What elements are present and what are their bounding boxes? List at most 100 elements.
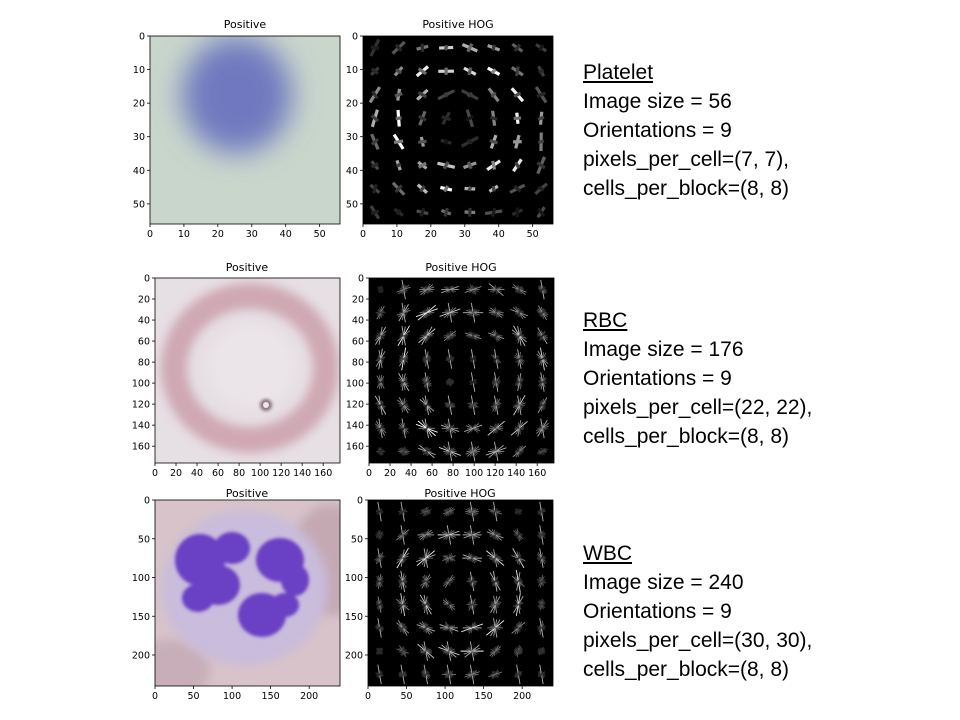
rbc-hog-x-tick-100: 100 (465, 468, 483, 479)
platelet-hog-x-tick-0: 0 (360, 229, 366, 240)
platelet-left-y-tick-10: 10 (133, 65, 145, 76)
wbc-positive-title: Positive (226, 487, 269, 500)
rbc-image-size: Image size = 176 (583, 338, 744, 361)
wbc-left-x-tick-100: 100 (223, 691, 241, 702)
rbc-hog-y-tick-160: 160 (346, 442, 364, 453)
platelet-hog-x-tick-20: 20 (425, 229, 437, 240)
wbc-hog-yticks: 0 50 100 150 200 (345, 496, 368, 662)
wbc-hog-x-tick-0: 0 (365, 691, 371, 702)
rbc-left-y-tick-60: 60 (138, 337, 150, 348)
platelet-orientations: Orientations = 9 (583, 119, 732, 142)
wbc-left-xticks: 0 50 100 150 200 (152, 686, 318, 702)
rbc-left-y-tick-20: 20 (138, 295, 150, 306)
wbc-left-x-tick-0: 0 (152, 691, 158, 702)
wbc-left-y-tick-50: 50 (138, 534, 150, 545)
platelet-image-size: Image size = 56 (583, 90, 732, 113)
rbc-hog-x-tick-20: 20 (384, 468, 396, 479)
wbc-left-yticks: 0 50 100 150 200 (132, 496, 155, 662)
rbc-hog-yticks: 0 20 40 60 80 100 120 140 160 (346, 274, 369, 453)
rbc-left-x-tick-20: 20 (170, 468, 182, 479)
platelet-left-x-tick-20: 20 (212, 229, 224, 240)
rbc-left-y-tick-40: 40 (138, 316, 150, 327)
rbc-left-x-tick-120: 120 (272, 468, 290, 479)
rbc-hog-x-tick-120: 120 (486, 468, 504, 479)
platelet-left-x-tick-30: 30 (246, 229, 258, 240)
wbc-left-x-tick-200: 200 (300, 691, 318, 702)
wbc-hog-y-tick-0: 0 (357, 496, 363, 507)
wbc-left-x-tick-150: 150 (262, 691, 280, 702)
platelet-hog-y-tick-20: 20 (346, 99, 358, 110)
wbc-figure: Positive 0 50 100 150 200 0 50 100 150 200 Posit… (132, 487, 554, 702)
platelet-pixels-per-cell: pixels_per_cell=(7, 7), (583, 148, 790, 171)
rbc-hog-y-tick-140: 140 (346, 421, 364, 432)
wbc-params: WBC Image size = 240 Orientations = 9 pi… (583, 539, 953, 684)
rbc-label-title: RBC (583, 309, 628, 332)
rbc-hog-xticks: 0 20 40 60 80 100 120 140 160 (366, 463, 546, 479)
platelet-hog-x-tick-40: 40 (493, 229, 505, 240)
platelet-hog-y-tick-40: 40 (346, 166, 358, 177)
platelet-left-x-tick-0: 0 (147, 229, 153, 240)
wbc-left-y-tick-150: 150 (132, 612, 150, 623)
platelet-hog-y-tick-50: 50 (346, 199, 358, 210)
rbc-hog-x-tick-40: 40 (405, 468, 417, 479)
wbc-label-title: WBC (583, 542, 632, 565)
wbc-left-x-tick-50: 50 (187, 691, 199, 702)
platelet-left-yticks: 0 10 20 30 40 50 (133, 32, 150, 210)
platelet-left-xticks: 0 10 20 30 40 50 (147, 224, 326, 240)
rbc-hog-image (369, 278, 554, 463)
wbc-hog-y-tick-100: 100 (345, 573, 363, 584)
platelet-hog-y-tick-30: 30 (346, 132, 358, 143)
rbc-hog-y-tick-80: 80 (352, 358, 364, 369)
rbc-hog-y-tick-0: 0 (358, 274, 364, 285)
wbc-hog-xticks: 0 50 100 150 200 (365, 686, 531, 702)
rbc-cells-per-block: cells_per_block=(8, 8) (583, 425, 790, 448)
wbc-hog-x-tick-50: 50 (400, 691, 412, 702)
platelet-left-y-tick-30: 30 (133, 132, 145, 143)
wbc-left-y-tick-200: 200 (132, 651, 150, 662)
platelet-left-x-tick-10: 10 (178, 229, 190, 240)
wbc-left-y-tick-100: 100 (132, 573, 150, 584)
platelet-hog-xticks: 0 10 20 30 40 50 (360, 224, 539, 240)
wbc-hog-x-tick-150: 150 (475, 691, 493, 702)
rbc-left-y-tick-140: 140 (132, 421, 150, 432)
rbc-left-x-tick-80: 80 (233, 468, 245, 479)
rbc-left-y-tick-80: 80 (138, 358, 150, 369)
rbc-hog-y-tick-120: 120 (346, 400, 364, 411)
rbc-pixels-per-cell: pixels_per_cell=(22, 22), (583, 396, 813, 419)
rbc-hog-y-tick-40: 40 (352, 316, 364, 327)
rbc-hog-x-tick-160: 160 (528, 468, 546, 479)
rbc-left-y-tick-100: 100 (132, 379, 150, 390)
wbc-hog-y-tick-50: 50 (351, 534, 363, 545)
platelet-left-y-tick-20: 20 (133, 99, 145, 110)
rbc-left-x-tick-0: 0 (152, 468, 158, 479)
platelet-hog-title: Positive HOG (422, 18, 493, 31)
rbc-hog-y-tick-100: 100 (346, 379, 364, 390)
platelet-left-y-tick-0: 0 (139, 32, 145, 43)
rbc-hog-y-tick-60: 60 (352, 337, 364, 348)
platelet-left-x-tick-50: 50 (314, 229, 326, 240)
rbc-orientations: Orientations = 9 (583, 367, 732, 390)
wbc-positive-image (155, 500, 340, 686)
rbc-left-y-tick-0: 0 (144, 274, 150, 285)
rbc-hog-x-tick-60: 60 (426, 468, 438, 479)
wbc-hog-x-tick-200: 200 (513, 691, 531, 702)
rbc-left-y-tick-120: 120 (132, 400, 150, 411)
wbc-pixels-per-cell: pixels_per_cell=(30, 30), (583, 629, 813, 652)
wbc-hog-y-tick-150: 150 (345, 612, 363, 623)
platelet-left-y-tick-50: 50 (133, 199, 145, 210)
platelet-left-y-tick-40: 40 (133, 166, 145, 177)
platelet-hog-x-tick-10: 10 (391, 229, 403, 240)
wbc-hog-image (368, 500, 553, 686)
wbc-cells-per-block: cells_per_block=(8, 8) (583, 658, 790, 681)
platelet-hog-x-tick-50: 50 (527, 229, 539, 240)
platelet-positive-title: Positive (224, 18, 267, 31)
platelet-label-title: Platelet (583, 61, 654, 84)
platelet-params: Platelet Image size = 56 Orientations = … (583, 58, 953, 203)
rbc-hog-x-tick-0: 0 (366, 468, 372, 479)
platelet-cells-per-block: cells_per_block=(8, 8) (583, 177, 790, 200)
rbc-left-xticks: 0 20 40 60 80 100 120 140 160 (152, 463, 332, 479)
wbc-orientations: Orientations = 9 (583, 600, 732, 623)
rbc-left-yticks: 0 20 40 60 80 100 120 140 160 (132, 274, 155, 453)
rbc-positive-image (155, 278, 340, 463)
